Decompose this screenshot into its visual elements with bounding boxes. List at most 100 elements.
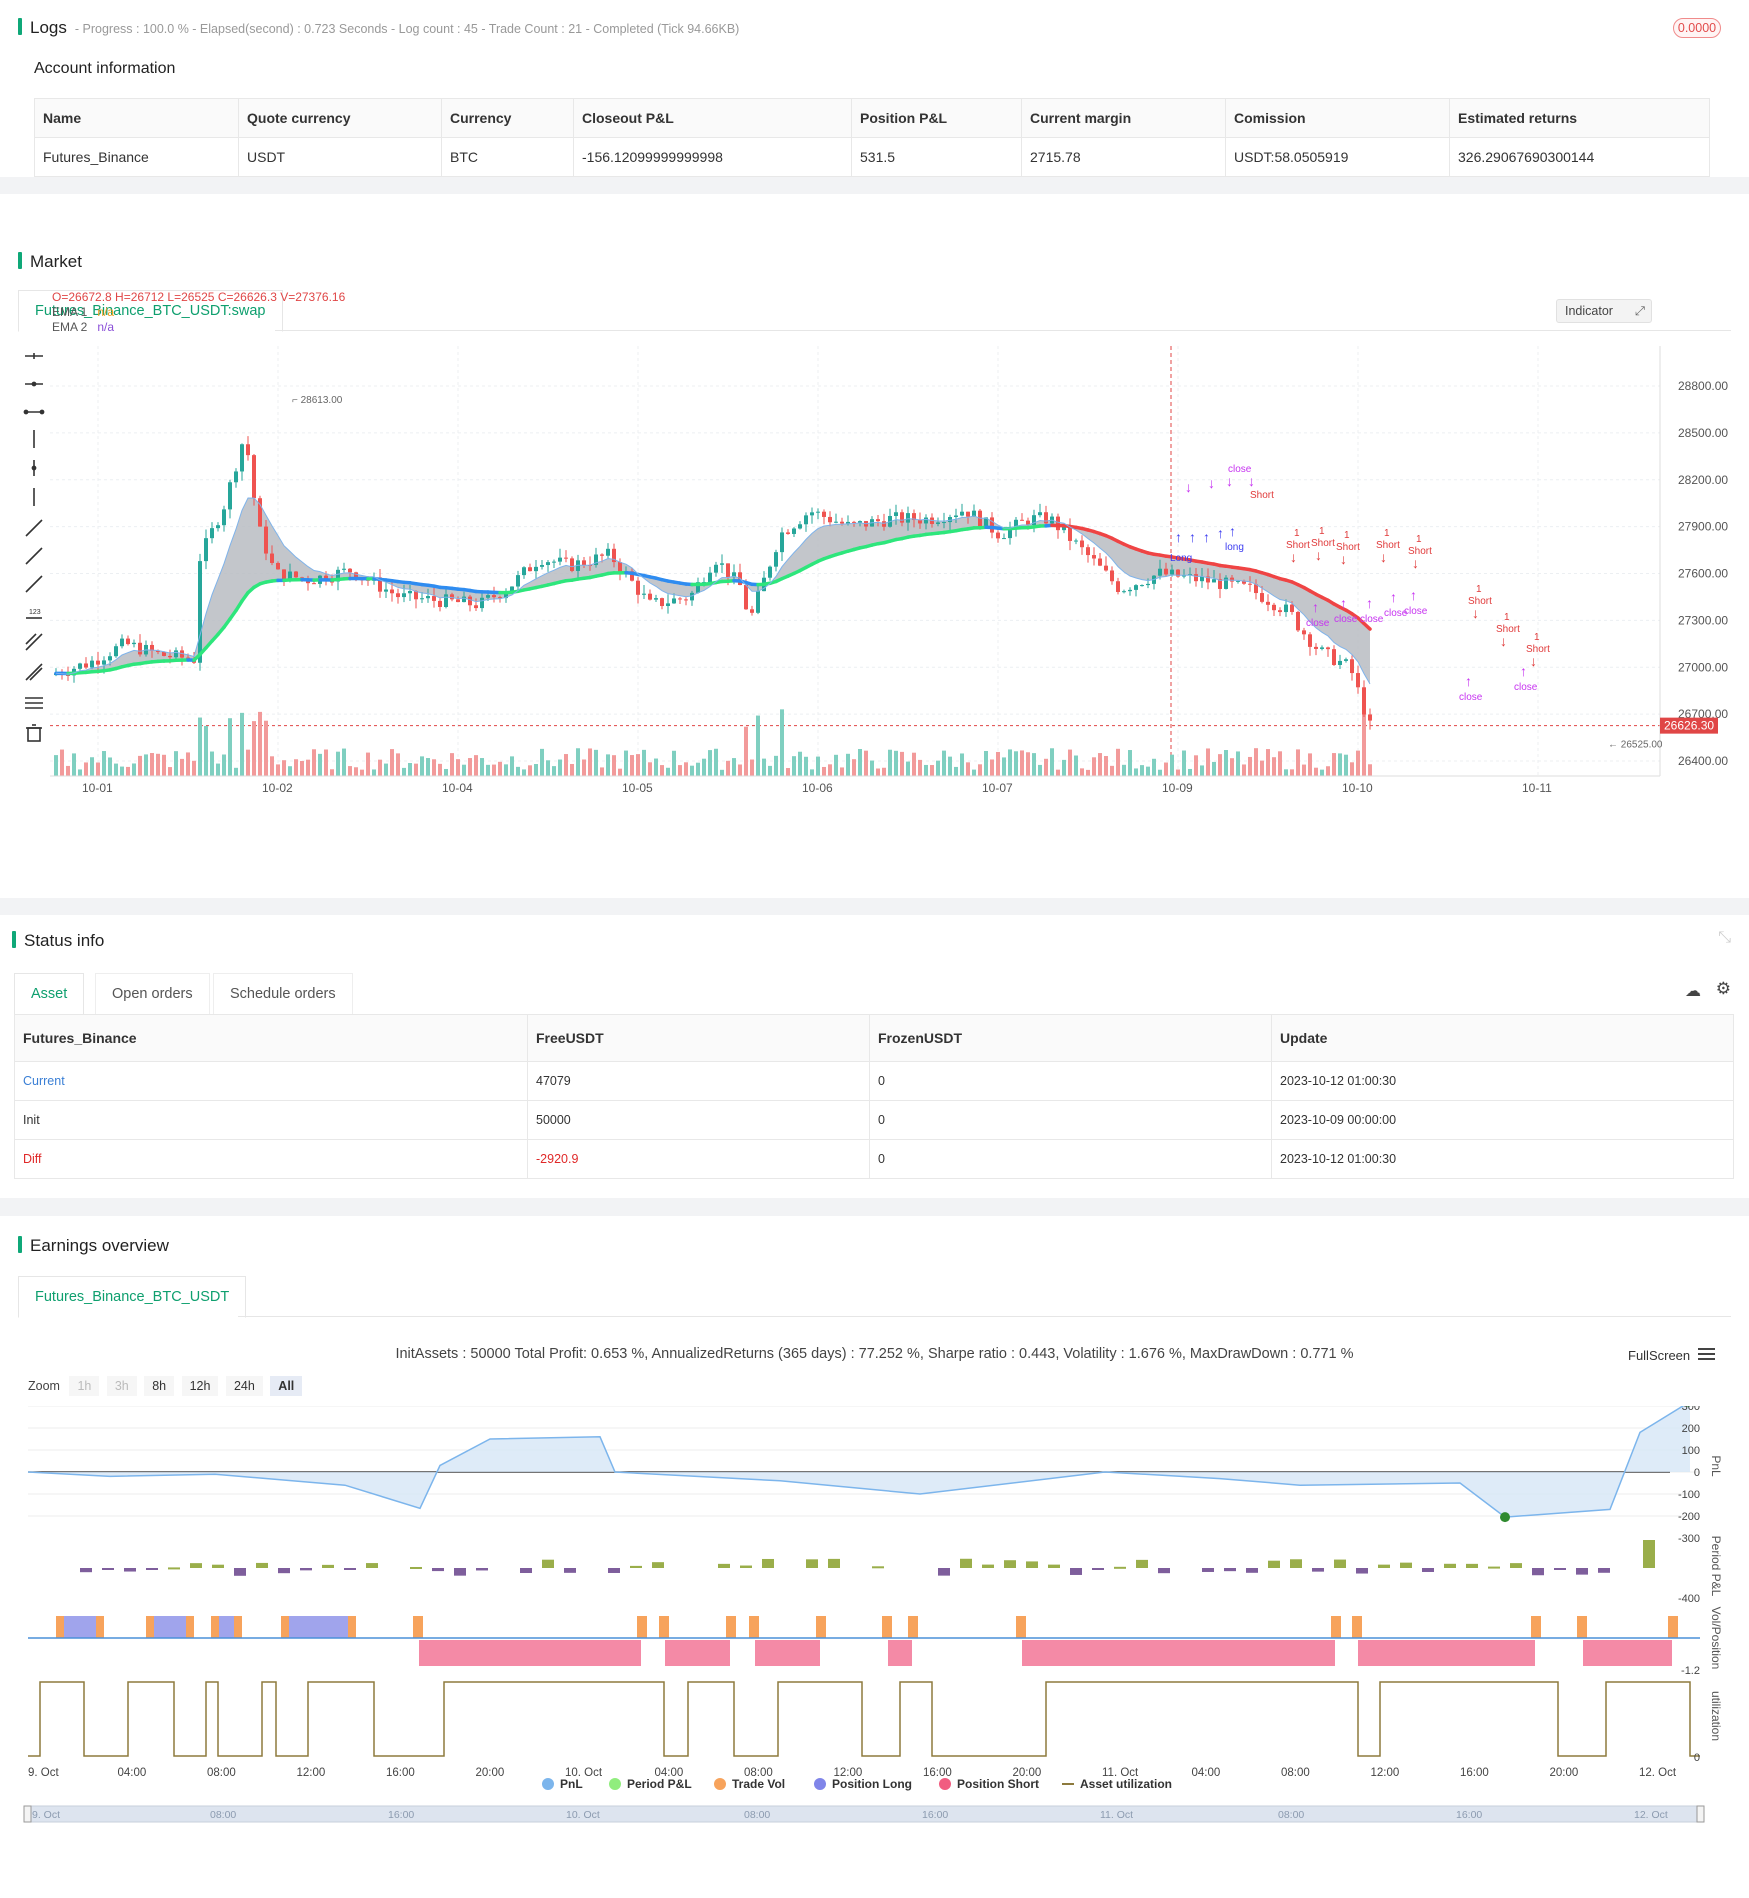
candle-body [774,552,778,567]
volume-bar [1212,761,1216,776]
short-label: Short [1468,596,1492,607]
candle-body [1212,579,1216,583]
candle-body [618,562,622,573]
qty-label: 1 [1504,612,1510,623]
indicator-button[interactable]: Indicator ⤢ [1556,299,1652,323]
tab-earnings-symbol[interactable]: Futures_Binance_BTC_USDT [18,1276,247,1318]
volume-bar [870,760,874,776]
zoom-24h-button[interactable]: 24h [225,1376,263,1396]
date-tick: 10-07 [982,781,1013,795]
zoom-all-button[interactable]: All [270,1376,303,1396]
navigator[interactable]: 9. Oct 08:00 16:00 10. Oct 08:00 16:00 11. Oct… [23,1805,1705,1823]
zoom-1h-button[interactable]: 1h [69,1376,100,1396]
position-short-block [755,1640,820,1666]
candle-body [510,586,514,593]
close-arrow: ↓ [1185,479,1192,495]
volume-bar [282,760,286,776]
tab-schedule-orders[interactable]: Schedule orders [213,973,353,1014]
earnings-chart[interactable]: 300 200 100 0 -100 -200 -300 -400 -1.2 0 PnL Period… [0,1406,1749,1886]
close-arrow: ↑ [1410,587,1417,603]
volume-bar [1092,757,1096,776]
menu-icon[interactable] [1698,1346,1715,1360]
candle-body [1158,568,1162,576]
candle-body [882,521,886,527]
volume-bar [1122,764,1126,776]
toolbar-icons[interactable]: 123 [22,346,46,776]
candle-body [1122,591,1126,593]
axis-title: utilization [1709,1691,1723,1741]
candle-body [1116,581,1120,592]
volume-bar [768,765,772,776]
volume-bar [300,760,304,776]
pnl-tick: 200 [1682,1423,1700,1435]
candle-body [1266,601,1270,605]
time-tick: 20:00 [1013,1767,1042,1779]
volume-bar [66,765,70,776]
table-row: Current 47079 0 2023-10-12 01:00:30 [14,1061,1734,1101]
candle-body [384,589,388,592]
position-short-block [1022,1640,1335,1666]
period-bar [806,1559,818,1568]
trade-vol-bar [1331,1616,1341,1638]
position-long-block [215,1616,238,1638]
price-axis: 28800.00 28500.00 28200.00 27900.00 27600.00… [50,346,1728,795]
legend-item: Position Long [832,1777,912,1791]
cloud-download-icon[interactable]: ☁ [1685,983,1701,1000]
time-tick: 16:00 [923,1767,952,1779]
earnings-legend[interactable]: PnL Period P&L Trade Vol Position Long Posit… [542,1777,1172,1791]
volume-bar [1320,769,1324,776]
price-tick: 27000.00 [1678,660,1728,674]
trade-vol-bar [186,1616,194,1638]
volume-bar [948,756,952,776]
candle-body [1008,528,1012,539]
period-bar [1092,1568,1104,1570]
gear-icon[interactable]: ⚙ [1715,979,1731,998]
zoom-12h-button[interactable]: 12h [181,1376,219,1396]
volume-bar [672,750,676,776]
zoom-3h-button[interactable]: 3h [106,1376,137,1396]
period-bar [102,1568,114,1570]
candle-body [1200,576,1204,582]
candle-body [1038,512,1042,516]
volume-bar [1230,758,1234,776]
collapse-icon[interactable]: ⤡ [1718,929,1731,946]
time-tick: 08:00 [744,1767,773,1779]
candle-body [744,585,748,610]
fullscreen-button[interactable]: FullScreen [1628,1348,1691,1363]
candle-body [330,581,334,583]
tab-asset[interactable]: Asset [14,973,85,1015]
period-bar [982,1564,994,1568]
short-label: Short [1336,542,1360,553]
volume-bar [390,749,394,776]
low-label: ← 26525.00 [1608,739,1663,750]
candle-body [168,655,172,658]
zoom-8h-button[interactable]: 8h [144,1376,175,1396]
candle-body [582,560,586,566]
candle-body [942,522,946,524]
candle-body [468,596,472,606]
period-bar [234,1568,246,1576]
period-bar [630,1565,642,1568]
volume-bar [1158,769,1162,776]
volume-bar [1080,768,1084,776]
volume-bar [198,717,202,776]
candle-body [1260,593,1264,602]
volume-bar [162,754,166,776]
volume-bar [1314,767,1318,776]
volume-bar [210,751,214,776]
tab-market-symbol[interactable]: Futures_Binance_BTC_USDT:swap [18,290,283,332]
volume-bar [732,758,736,776]
price-tick: 26400.00 [1678,754,1728,768]
volume-bar [1116,748,1120,776]
short-arrow: ↓ [1340,551,1347,567]
position-short-block [888,1640,912,1666]
legend-marker [939,1778,951,1790]
close-arrow: ↑ [1465,673,1472,689]
price-tick: 28500.00 [1678,426,1728,440]
period-bar [256,1562,268,1568]
navigator-tick: 08:00 [1278,1809,1304,1821]
volume-bar [822,766,826,776]
tab-open-orders[interactable]: Open orders [95,973,210,1014]
candle-body [1350,659,1354,674]
